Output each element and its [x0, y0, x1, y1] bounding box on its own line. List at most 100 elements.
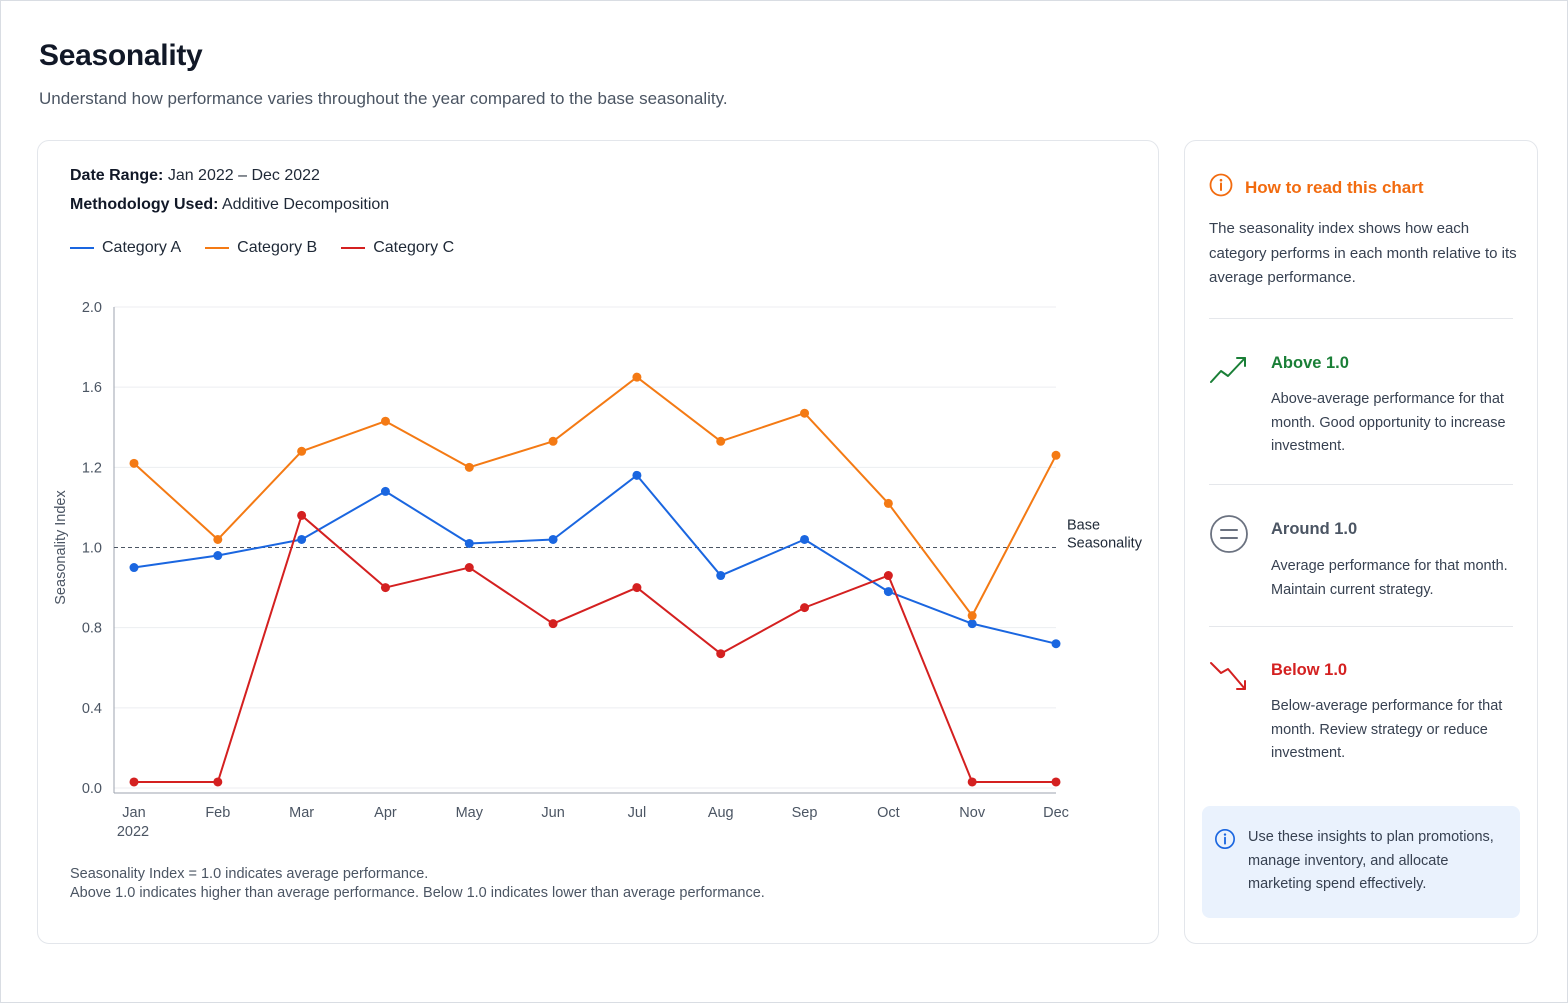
- data-point-category-c: [380, 583, 390, 593]
- data-point-category-a: [632, 470, 642, 480]
- date-range-value: Jan 2022 – Dec 2022: [167, 167, 320, 184]
- legend-swatch-category-c: [341, 247, 366, 249]
- x-tick-label: Oct: [877, 805, 900, 821]
- y-tick-label: 0.0: [82, 781, 102, 797]
- insight-below-text: Below-average performance for that month…: [1271, 698, 1503, 761]
- x-tick-label: Dec: [1043, 805, 1069, 821]
- date-range-label: Date Range:: [70, 167, 164, 184]
- chart-legend: Category A Category B Category C: [70, 239, 454, 257]
- legend-item-category-c[interactable]: Category C: [341, 239, 454, 257]
- how-to-read-header: How to read this chart: [1209, 173, 1424, 202]
- data-point-category-b: [464, 462, 474, 472]
- methodology-label: Methodology Used:: [70, 196, 219, 213]
- divider: [1209, 484, 1513, 485]
- x-tick-sublabel: 2022: [117, 824, 149, 840]
- series-line-category-b: [133, 376, 1057, 617]
- data-point-category-a: [800, 534, 810, 544]
- legend-item-category-a[interactable]: Category A: [70, 239, 181, 257]
- y-tick-label: 1.6: [82, 380, 102, 396]
- date-range: Date Range: Jan 2022 – Dec 2022: [70, 167, 320, 185]
- trending-down-icon: [1209, 661, 1249, 698]
- data-point-category-a: [967, 619, 977, 629]
- x-tick-label: Jan: [122, 805, 145, 821]
- y-tick-label: 2.0: [82, 300, 102, 316]
- y-tick-label: 0.8: [82, 621, 102, 637]
- data-point-category-b: [967, 611, 977, 621]
- data-point-category-c: [716, 649, 726, 659]
- divider: [1209, 626, 1513, 627]
- methodology: Methodology Used: Additive Decomposition: [70, 196, 389, 214]
- data-point-category-c: [129, 777, 139, 787]
- data-point-category-c: [213, 777, 223, 787]
- info-icon: [1214, 828, 1236, 855]
- x-tick-label: Jun: [541, 805, 564, 821]
- insight-above-text: Above-average performance for that month…: [1271, 391, 1506, 454]
- data-point-category-a: [297, 534, 307, 544]
- data-point-category-c: [883, 571, 893, 581]
- data-point-category-c: [632, 583, 642, 593]
- legend-label-category-a: Category A: [102, 239, 182, 256]
- data-point-category-c: [800, 603, 810, 613]
- data-point-category-a: [548, 534, 558, 544]
- data-point-category-b: [213, 534, 223, 544]
- base-seasonality-label: Base: [1067, 518, 1100, 534]
- chart-card: Date Range: Jan 2022 – Dec 2022 Methodol…: [37, 140, 1159, 944]
- legend-swatch-category-a: [70, 247, 94, 249]
- data-point-category-b: [800, 408, 810, 418]
- base-seasonality-label: Seasonality: [1067, 536, 1143, 552]
- insight-above-title: Above 1.0: [1271, 354, 1349, 372]
- y-tick-label: 0.4: [82, 701, 102, 717]
- x-tick-label: Mar: [289, 805, 314, 821]
- legend-label-category-c: Category C: [373, 239, 455, 256]
- data-point-category-c: [967, 777, 977, 787]
- y-tick-label: 1.0: [82, 541, 102, 557]
- data-point-category-b: [883, 498, 893, 508]
- insight-above: Above 1.0 Above-average performance for …: [1209, 354, 1519, 464]
- legend-swatch-category-b: [205, 247, 230, 249]
- data-point-category-b: [548, 436, 558, 446]
- insight-around-title: Around 1.0: [1271, 520, 1358, 538]
- y-axis-title: Seasonality Index: [53, 490, 69, 605]
- info-icon: [1209, 173, 1233, 202]
- tip-box: Use these insights to plan promotions, m…: [1202, 806, 1520, 918]
- insight-below-title: Below 1.0: [1271, 661, 1348, 679]
- footnote-line-1: Seasonality Index = 1.0 indicates averag…: [70, 866, 429, 882]
- x-tick-label: Jul: [628, 805, 647, 821]
- y-tick-label: 1.2: [82, 460, 102, 476]
- data-point-category-b: [297, 446, 307, 456]
- legend-item-category-b[interactable]: Category B: [205, 239, 317, 257]
- methodology-value: Additive Decomposition: [222, 196, 390, 213]
- data-point-category-a: [213, 551, 223, 561]
- how-to-read-panel: How to read this chart The seasonality i…: [1184, 140, 1538, 944]
- data-point-category-a: [1051, 639, 1061, 649]
- x-tick-label: May: [456, 805, 484, 821]
- data-point-category-a: [883, 587, 893, 597]
- data-point-category-c: [464, 563, 474, 573]
- data-point-category-a: [380, 486, 390, 496]
- x-tick-label: Nov: [959, 805, 986, 821]
- page-title: Seasonality: [39, 39, 203, 72]
- data-point-category-a: [129, 563, 139, 573]
- data-point-category-b: [129, 458, 139, 468]
- how-to-read-intro: The seasonality index shows how each cat…: [1209, 220, 1517, 286]
- data-point-category-b: [380, 416, 390, 426]
- tip-text: Use these insights to plan promotions, m…: [1248, 829, 1494, 892]
- data-point-category-c: [548, 619, 558, 629]
- data-point-category-c: [1051, 777, 1061, 787]
- divider: [1209, 318, 1513, 319]
- series-line-category-c: [134, 514, 1056, 783]
- page-subtitle: Understand how performance varies throug…: [39, 89, 728, 108]
- data-point-category-b: [1051, 450, 1061, 460]
- series-line-category-a: [133, 474, 1057, 645]
- insight-below: Below 1.0 Below-average performance for …: [1209, 661, 1519, 771]
- x-tick-label: Feb: [205, 805, 230, 821]
- footnote-line-2: Above 1.0 indicates higher than average …: [70, 885, 765, 901]
- x-tick-label: Aug: [708, 805, 734, 821]
- x-tick-label: Apr: [374, 805, 397, 821]
- equals-circle-icon: [1209, 514, 1249, 559]
- insight-around-text: Average performance for that month. Main…: [1271, 558, 1508, 598]
- seasonality-line-chart: 0.0 0.4 0.8 1.0 1.2 1.6 2.0 Base Seasonality Seas…: [53, 300, 1143, 840]
- data-point-category-a: [716, 571, 726, 581]
- data-point-category-b: [632, 372, 642, 382]
